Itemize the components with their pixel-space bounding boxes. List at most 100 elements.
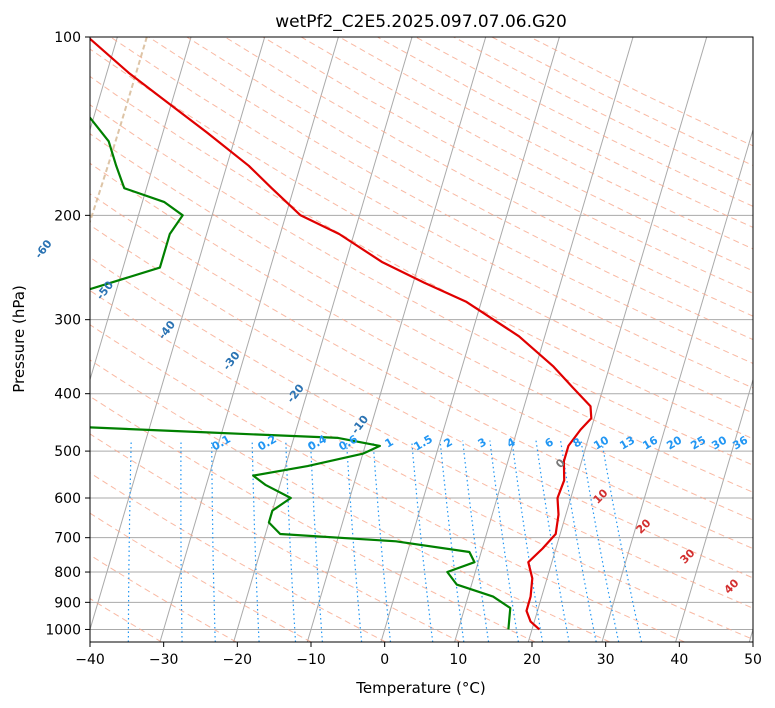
mixing-ratio-label: 3	[476, 435, 489, 450]
dry-adiabat	[90, 598, 162, 642]
plot-frame	[89, 36, 754, 643]
isotherm-line	[454, 37, 634, 642]
dry-adiabat	[90, 395, 536, 642]
dry-adiabat	[90, 256, 753, 609]
y-tick-label: 700	[54, 531, 81, 547]
isotherm-line	[159, 37, 339, 642]
dry-adiabat-label: -60	[32, 237, 55, 261]
mixing-ratio-label: 0.4	[306, 432, 330, 453]
mixing-ratio-label: 4	[505, 435, 518, 450]
mixing-ratio-line	[411, 440, 434, 642]
dry-adiabat-label: -30	[220, 349, 243, 373]
y-tick-label: 800	[54, 565, 81, 581]
isotherm-line	[90, 37, 266, 632]
mixing-ratio-label: 10	[591, 433, 611, 452]
mixing-ratio-label: 6	[543, 435, 556, 450]
dry-adiabat	[90, 48, 753, 414]
x-tick-label: 30	[597, 652, 615, 668]
isotherm-line	[601, 128, 753, 642]
dry-adiabat	[90, 359, 611, 642]
x-tick-label: −10	[296, 652, 326, 668]
dry-adiabat-label: -40	[156, 318, 179, 342]
mixing-ratio-line	[345, 440, 363, 642]
y-tick-label: 500	[54, 444, 81, 460]
mixing-ratio-line	[462, 440, 490, 642]
moist-adiabat-label: 20	[634, 516, 654, 536]
moist-adiabat-label: 30	[678, 546, 698, 566]
mixing-ratio-line	[439, 440, 465, 642]
mixing-ratio-line	[309, 440, 323, 642]
y-tick-label: 1000	[45, 622, 81, 638]
isotherm-line	[90, 37, 192, 382]
mixing-ratio-label: 1.5	[412, 432, 435, 453]
y-axis-label: Pressure (hPa)	[10, 285, 28, 393]
x-tick-label: 40	[670, 652, 688, 668]
x-tick-label: 0	[380, 652, 389, 668]
line-labels: -100-90-80-70-60-50-40-30-20-100.10.20.4…	[0, 167, 750, 597]
dry-adiabat-label: -20	[284, 381, 307, 405]
dry-adiabat	[90, 512, 312, 642]
isotherm-line	[675, 377, 753, 642]
x-tick-label: 50	[744, 652, 762, 668]
dry-adiabat	[90, 290, 753, 640]
dry-adiabat	[110, 37, 753, 389]
y-tick-label: 100	[54, 30, 81, 46]
dry-adiabat	[90, 104, 753, 466]
mixing-ratio-line	[251, 440, 260, 642]
x-tick-label: 20	[523, 652, 541, 668]
dry-adiabat	[186, 37, 753, 341]
dry-adiabat	[90, 554, 237, 642]
gridlines	[90, 37, 753, 642]
x-tick-label: −20	[223, 652, 253, 668]
mixing-ratio-label: 13	[617, 434, 637, 453]
isotherm-line	[380, 37, 560, 642]
dewpoint-profile	[90, 115, 512, 630]
dry-adiabat	[262, 37, 753, 294]
mixing-ratio-line	[372, 440, 392, 642]
y-tick-label: 300	[54, 313, 81, 329]
dry-adiabat	[90, 193, 753, 550]
dry-adiabat	[453, 37, 753, 187]
mixing-ratio-label: 2	[442, 435, 455, 450]
mixing-ratio-label: 20	[664, 433, 684, 452]
x-tick-label: 10	[449, 652, 467, 668]
chart-title: wetPf2_C2E5.2025.097.07.06.G20	[275, 12, 567, 32]
mixing-ratio-label: 30	[709, 433, 729, 452]
mixing-ratio-line	[180, 440, 183, 642]
dry-adiabat	[90, 324, 685, 642]
dry-adiabat	[90, 224, 753, 579]
isotherm-line	[527, 37, 708, 642]
mixing-ratio-label: 25	[688, 434, 708, 453]
moist-adiabat-label: 40	[722, 576, 742, 596]
mixing-ratio-line	[211, 440, 216, 642]
axis-ticks: −40 −30 −20 −10 0 10 20 30 40 5010020030040050060…	[45, 30, 762, 668]
dry-adiabat	[90, 162, 753, 521]
mixing-ratio-line	[560, 440, 597, 642]
mixing-ratio-line	[580, 440, 620, 642]
dry-adiabat	[90, 433, 461, 642]
y-tick-label: 900	[54, 595, 81, 611]
dry-adiabat	[90, 472, 386, 642]
isotherm-line	[306, 37, 487, 642]
isotherm-line	[233, 37, 413, 642]
dry-adiabat	[529, 37, 753, 147]
dry-adiabat	[300, 37, 753, 272]
x-tick-label: −40	[75, 652, 105, 668]
mixing-ratio-line	[127, 440, 132, 642]
mixing-ratio-line	[285, 440, 297, 642]
moist-adiabat-label: 10	[591, 486, 611, 506]
mixing-ratio-label: 0.1	[210, 432, 233, 453]
mixing-ratio-line	[601, 440, 643, 642]
x-axis-label: Temperature (°C)	[355, 679, 485, 697]
mixing-ratio-label: 8	[571, 435, 584, 450]
dry-adiabat	[90, 75, 753, 440]
y-tick-label: 400	[54, 387, 81, 403]
dry-adiabat-label: -70	[0, 167, 2, 191]
profile-series	[90, 37, 593, 631]
y-tick-label: 600	[54, 491, 81, 507]
temperature-profile	[90, 37, 593, 631]
x-tick-label: −30	[149, 652, 179, 668]
dry-adiabat	[90, 133, 753, 493]
